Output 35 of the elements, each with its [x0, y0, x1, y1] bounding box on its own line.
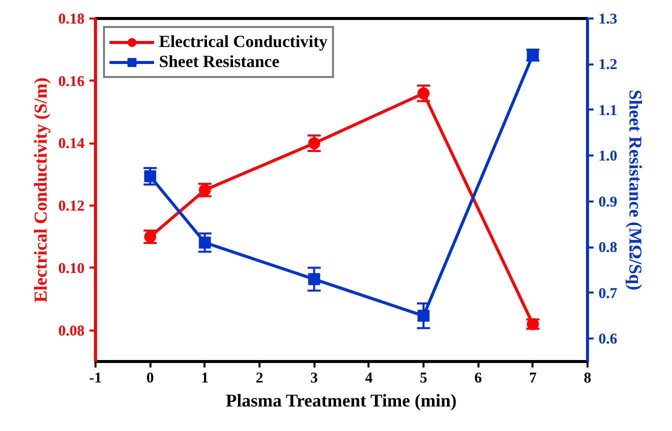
y-tick-label: 0.14	[58, 136, 85, 152]
y2-tick-label: 0.7	[598, 286, 618, 302]
y2-tick-label: 1.3	[598, 12, 618, 28]
y-tick-label: 0.16	[58, 74, 85, 90]
y2-tick-label: 0.9	[598, 194, 618, 210]
point	[308, 137, 320, 150]
x-axis-title: Plasma Treatment Time (min)	[226, 390, 457, 410]
x-tick-label: 0	[146, 370, 154, 386]
legend-label: Sheet Resistance	[159, 52, 280, 72]
y-tick-label: 0.18	[58, 12, 84, 28]
point	[198, 236, 211, 249]
y-tick-label: 0.12	[58, 198, 84, 215]
x-tick-label: -1	[89, 370, 102, 386]
x-tick-label: 4	[365, 370, 374, 386]
x-tick-label: 6	[474, 370, 482, 386]
y-axis-title: Electrical Conductivity (S/m)	[30, 78, 50, 302]
y-tick-label: 0.10	[58, 260, 84, 277]
y2-tick-label: 1.0	[598, 148, 618, 165]
y2-tick-label: 1.2	[598, 57, 618, 74]
point	[144, 170, 156, 182]
legend-label: Electrical Conductivity	[159, 32, 328, 52]
y2-tick-label: 0.8	[598, 240, 618, 256]
x-tick-label: 7	[529, 370, 538, 386]
point	[308, 273, 320, 286]
point	[418, 87, 430, 100]
x-tick-label: 2	[256, 370, 264, 386]
y-tick-label: 0.08	[58, 323, 84, 340]
y2-axis-title: Sheet Resistance (MΩ/Sq)	[625, 90, 646, 290]
y2-tick-label: 0.6	[598, 332, 618, 348]
x-tick-label: 8	[584, 370, 592, 386]
y2-tick-label: 1.1	[598, 102, 618, 119]
x-tick-label: 3	[310, 370, 318, 386]
x-tick-label: 1	[201, 370, 209, 386]
point	[418, 310, 430, 322]
x-tick-label: 5	[420, 370, 428, 386]
